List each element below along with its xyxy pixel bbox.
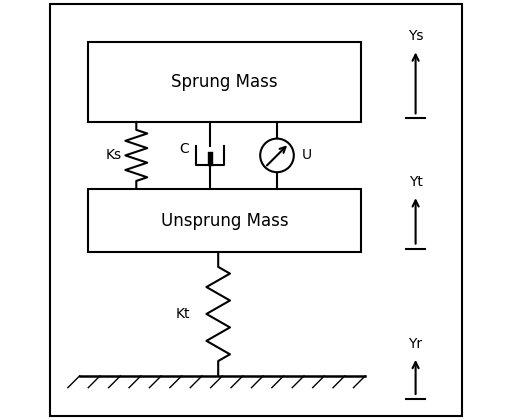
Text: Kt: Kt: [175, 307, 190, 321]
Text: Yr: Yr: [409, 337, 423, 351]
Bar: [88, 42, 361, 122]
Circle shape: [260, 139, 294, 172]
Text: Ys: Ys: [408, 29, 423, 43]
Text: Sprung Mass: Sprung Mass: [171, 73, 278, 91]
Text: Unsprung Mass: Unsprung Mass: [161, 212, 288, 229]
Text: U: U: [302, 148, 311, 163]
Text: C: C: [180, 142, 189, 156]
Bar: [88, 189, 361, 252]
Bar: [197, 147, 223, 164]
Text: Ks: Ks: [105, 148, 121, 163]
Text: Yt: Yt: [409, 175, 422, 189]
